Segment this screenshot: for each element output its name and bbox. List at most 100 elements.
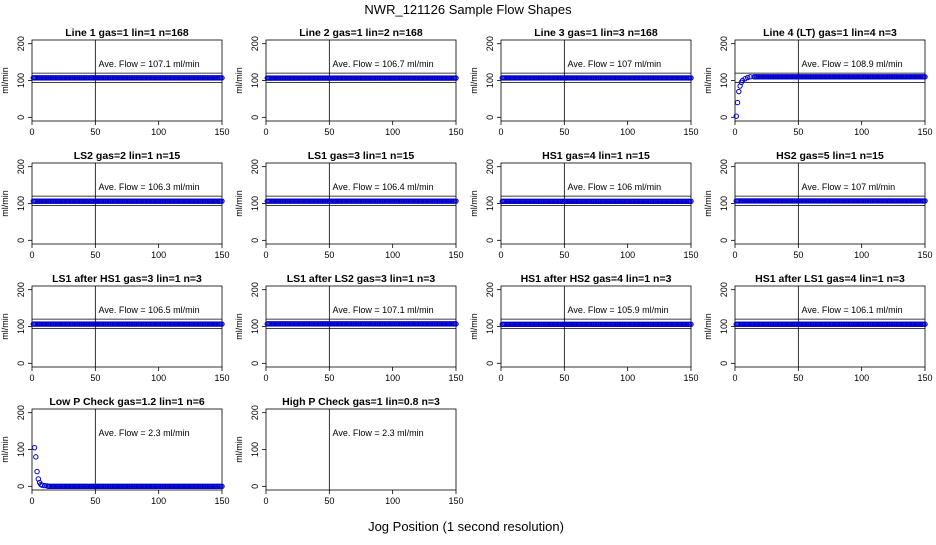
y-tick-label: 0 [250, 238, 260, 243]
average-flow-annotation: Ave. Flow = 106.3 ml/min [99, 182, 200, 192]
panel-title: Line 2 gas=1 lin=2 n=168 [299, 27, 423, 39]
x-tick-label: 50 [90, 127, 100, 137]
y-tick-label: 0 [485, 361, 495, 366]
data-point [688, 75, 694, 81]
panel-14: High P Check gas=1 lin=0.8 n=3 ml/min 0 100… [234, 396, 464, 506]
data-point [453, 198, 459, 204]
panel-title: LS1 gas=3 lin=1 n=15 [308, 150, 415, 162]
x-tick-label: 0 [29, 250, 34, 260]
y-tick-label: 0 [16, 115, 26, 120]
average-flow-annotation: Ave. Flow = 105.9 ml/min [568, 305, 669, 315]
x-tick-label: 0 [29, 127, 34, 137]
y-tick-label: 200 [250, 159, 260, 174]
plot-frame [265, 408, 457, 491]
data-point [736, 88, 742, 95]
y-tick-label: 100 [16, 196, 26, 211]
x-tick-label: 0 [732, 373, 737, 383]
x-tick-label: 50 [793, 373, 803, 383]
panel-title: HS1 after HS2 gas=4 lin=1 n=3 [521, 273, 672, 285]
average-flow-annotation: Ave. Flow = 108.9 ml/min [802, 59, 903, 69]
y-tick-label: 100 [485, 73, 495, 88]
y-tick-label: 100 [250, 442, 260, 457]
y-axis-label: ml/min [469, 313, 479, 340]
y-tick-label: 100 [16, 73, 26, 88]
y-tick-label: 100 [250, 196, 260, 211]
data-point [742, 75, 748, 82]
panel-title: LS2 gas=2 lin=1 n=15 [74, 150, 181, 162]
average-flow-annotation: Ave. Flow = 2.3 ml/min [99, 428, 190, 438]
data-point [453, 75, 459, 81]
data-points [30, 198, 225, 204]
x-tick-label: 0 [498, 127, 503, 137]
data-point [219, 75, 225, 81]
x-tick-label: 0 [732, 127, 737, 137]
data-points [30, 75, 225, 81]
y-tick-label: 100 [485, 319, 495, 334]
y-axis-label: ml/min [234, 313, 244, 340]
panel-8: HS2 gas=5 lin=1 n=15 ml/min 0 100 200 0 50 100 1… [703, 150, 933, 260]
x-tick-label: 0 [263, 127, 268, 137]
x-tick-label: 50 [559, 127, 569, 137]
x-tick-label: 100 [385, 496, 400, 506]
y-axis-label: ml/min [0, 67, 10, 94]
y-axis-label: ml/min [0, 190, 10, 217]
panel-title: HS1 after LS1 gas=4 lin=1 n=3 [755, 273, 905, 285]
data-point [31, 444, 38, 451]
y-tick-label: 100 [250, 319, 260, 334]
figure-x-axis-label: Jog Position (1 second resolution) [368, 519, 564, 534]
y-axis-label: ml/min [0, 436, 10, 463]
x-tick-label: 150 [683, 373, 698, 383]
data-point [34, 468, 40, 475]
average-flow-annotation: Ave. Flow = 107 ml/min [802, 182, 896, 192]
y-tick-label: 200 [719, 159, 729, 174]
data-point [733, 113, 739, 119]
panel-title: Line 4 (LT) gas=1 lin=4 n=3 [763, 27, 897, 39]
y-tick-label: 200 [719, 282, 729, 297]
plot-frame [734, 39, 926, 122]
y-tick-label: 0 [250, 484, 260, 489]
y-tick-label: 0 [250, 115, 260, 120]
x-tick-label: 50 [90, 373, 100, 383]
y-tick-label: 0 [485, 115, 495, 120]
y-tick-label: 200 [16, 159, 26, 174]
panel-5: LS2 gas=2 lin=1 n=15 ml/min 0 100 200 0 50 100 1… [0, 150, 230, 260]
x-tick-label: 0 [29, 496, 34, 506]
y-tick-label: 0 [719, 238, 729, 243]
y-axis-label: ml/min [703, 313, 713, 340]
panel-1: Line 1 gas=1 lin=1 n=168 ml/min 0 100 200 0 50… [0, 27, 230, 137]
y-tick-label: 0 [16, 361, 26, 366]
data-points [733, 198, 928, 204]
x-tick-label: 100 [151, 496, 166, 506]
x-tick-label: 150 [214, 496, 229, 506]
y-tick-label: 200 [485, 282, 495, 297]
x-tick-label: 0 [263, 250, 268, 260]
x-tick-label: 100 [620, 127, 635, 137]
y-tick-label: 200 [485, 159, 495, 174]
y-tick-label: 0 [250, 361, 260, 366]
x-tick-label: 150 [683, 250, 698, 260]
x-tick-label: 150 [214, 127, 229, 137]
y-tick-label: 100 [719, 196, 729, 211]
panel-12: HS1 after LS1 gas=4 lin=1 n=3 ml/min 0 100 2… [703, 273, 933, 383]
panel-6: LS1 gas=3 lin=1 n=15 ml/min 0 100 200 0 50 100 1… [234, 150, 464, 260]
y-tick-label: 100 [719, 319, 729, 334]
x-tick-label: 150 [683, 127, 698, 137]
panel-2: Line 2 gas=1 lin=2 n=168 ml/min 0 100 200 0 50… [234, 27, 464, 137]
x-tick-label: 100 [385, 127, 400, 137]
y-tick-label: 100 [719, 73, 729, 88]
x-tick-label: 0 [29, 373, 34, 383]
average-flow-annotation: Ave. Flow = 106 ml/min [568, 182, 662, 192]
average-flow-annotation: Ave. Flow = 107.1 ml/min [99, 59, 200, 69]
average-flow-annotation: Ave. Flow = 106.5 ml/min [99, 305, 200, 315]
panel-title: Line 3 gas=1 lin=3 n=168 [534, 27, 658, 39]
x-tick-label: 100 [854, 127, 869, 137]
y-tick-label: 100 [16, 442, 26, 457]
y-tick-label: 200 [250, 282, 260, 297]
data-point [688, 198, 694, 204]
data-point [922, 198, 928, 204]
x-tick-label: 50 [793, 127, 803, 137]
data-points [733, 74, 928, 119]
y-tick-label: 0 [485, 238, 495, 243]
data-points [499, 198, 694, 204]
